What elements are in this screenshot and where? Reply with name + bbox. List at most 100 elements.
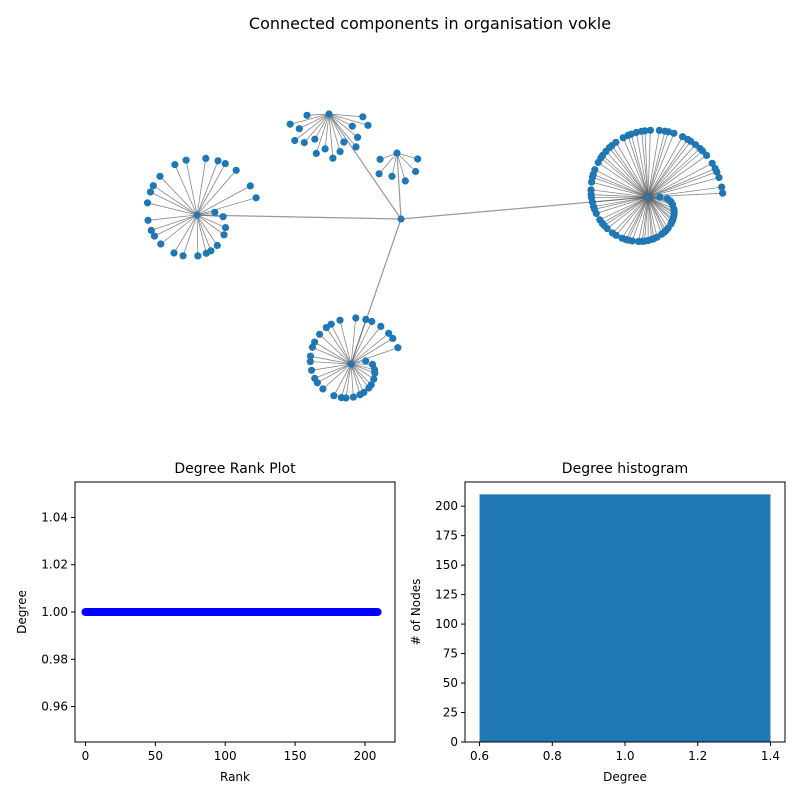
leaf-edge — [328, 113, 345, 143]
leaf-edge — [182, 214, 198, 256]
network-node — [149, 182, 157, 190]
hist-ytick-label: 175 — [435, 529, 458, 543]
network-node — [388, 172, 396, 180]
hist-ytick-label: 25 — [443, 706, 458, 720]
leaf-edge — [310, 355, 352, 365]
rank-ytick-label: 1.04 — [41, 510, 68, 524]
leaf-edge — [196, 214, 199, 256]
leaf-edge — [319, 334, 352, 365]
leaf-edge — [647, 196, 663, 235]
network-node — [348, 122, 356, 130]
leaf-edge — [311, 363, 352, 371]
network-node — [587, 186, 595, 194]
network-edges — [147, 113, 723, 399]
leaf-edge — [635, 132, 649, 198]
leaf-edge — [174, 164, 198, 216]
leaf-edge — [328, 113, 334, 159]
leaf-edge — [647, 196, 674, 217]
leaf-edge — [328, 113, 369, 126]
network-node — [634, 237, 643, 246]
rank-ytick-label: 1.00 — [41, 605, 68, 619]
leaf-edge — [621, 196, 649, 239]
rank-ytick-label: 0.96 — [41, 700, 68, 714]
network-node — [669, 215, 677, 223]
leaf-edge — [590, 189, 649, 198]
leaf-edge — [647, 196, 658, 238]
leaf-edge — [324, 113, 330, 149]
leaf-edge — [602, 196, 649, 224]
leaf-edge — [647, 196, 674, 220]
leaf-edge — [591, 181, 649, 198]
network-node — [359, 113, 367, 121]
leaf-edge — [596, 196, 649, 214]
network-node — [194, 252, 202, 260]
network-node — [311, 135, 319, 143]
network-node — [588, 173, 597, 181]
network-node — [624, 236, 632, 244]
hist-ytick-label: 50 — [443, 676, 458, 690]
network-node — [306, 352, 315, 360]
leaf-edge — [593, 196, 649, 207]
leaf-edge — [625, 196, 649, 240]
histogram-bars — [479, 494, 771, 742]
leaf-edge — [599, 196, 649, 221]
network-node — [397, 215, 405, 223]
rank-plot-points — [81, 608, 382, 616]
network-node — [221, 224, 230, 232]
leaf-edge — [350, 326, 382, 365]
leaf-edge — [647, 130, 660, 198]
leaf-edge — [350, 363, 354, 398]
network-node — [303, 111, 311, 119]
network-node — [308, 366, 316, 374]
leaf-edge — [647, 196, 667, 231]
rank-plot-ticks: 0 50 100 150 200 0.96 0.98 1.00 1.02 1.04 — [41, 510, 376, 763]
network-node — [325, 110, 333, 118]
leaf-edge — [333, 363, 352, 396]
leaf-edge — [391, 152, 398, 177]
network-node — [156, 172, 164, 180]
leaf-edge — [647, 133, 675, 198]
rank-plot-xlabel: Rank — [220, 770, 250, 784]
leaf-edge — [325, 327, 352, 365]
network-node — [719, 189, 727, 197]
leaf-edge — [644, 196, 649, 242]
leaf-edge — [647, 155, 707, 198]
hist-ytick-label: 75 — [443, 647, 458, 661]
leaf-edge — [330, 324, 352, 365]
leaf-edge — [312, 346, 352, 365]
network-node — [638, 127, 646, 135]
network-node — [330, 392, 338, 400]
network-node — [412, 167, 420, 176]
leaf-edge — [328, 113, 353, 127]
network-node — [144, 216, 152, 224]
network-node — [401, 177, 409, 185]
leaf-edge — [597, 162, 649, 198]
rank-ytick-label: 0.98 — [41, 652, 68, 666]
network-node — [352, 143, 360, 151]
network-node — [362, 315, 370, 323]
hist-xtick-label: 0.8 — [543, 749, 562, 763]
network-node — [336, 148, 344, 156]
leaf-edge — [350, 317, 357, 365]
leaf-edge — [647, 150, 703, 198]
network-node — [718, 183, 726, 191]
histogram-title: Degree histogram — [562, 461, 688, 477]
leaf-edge — [185, 160, 198, 216]
network-node — [295, 125, 303, 133]
leaf-edge — [627, 196, 649, 241]
network-node — [624, 131, 632, 139]
leaf-edge — [622, 137, 649, 198]
leaf-edge — [196, 170, 237, 216]
leaf-edge — [315, 113, 330, 154]
network-node — [342, 394, 350, 402]
network-node — [362, 357, 370, 365]
network-node — [312, 149, 320, 157]
network-node — [202, 154, 210, 162]
network-node — [220, 231, 228, 239]
leaf-edge — [591, 194, 649, 198]
leaf-edge — [647, 196, 655, 239]
network-node — [354, 133, 362, 141]
leaf-edge — [602, 155, 649, 198]
network-title: Connected components in organisation vok… — [249, 14, 611, 33]
leaf-edge — [303, 113, 330, 143]
